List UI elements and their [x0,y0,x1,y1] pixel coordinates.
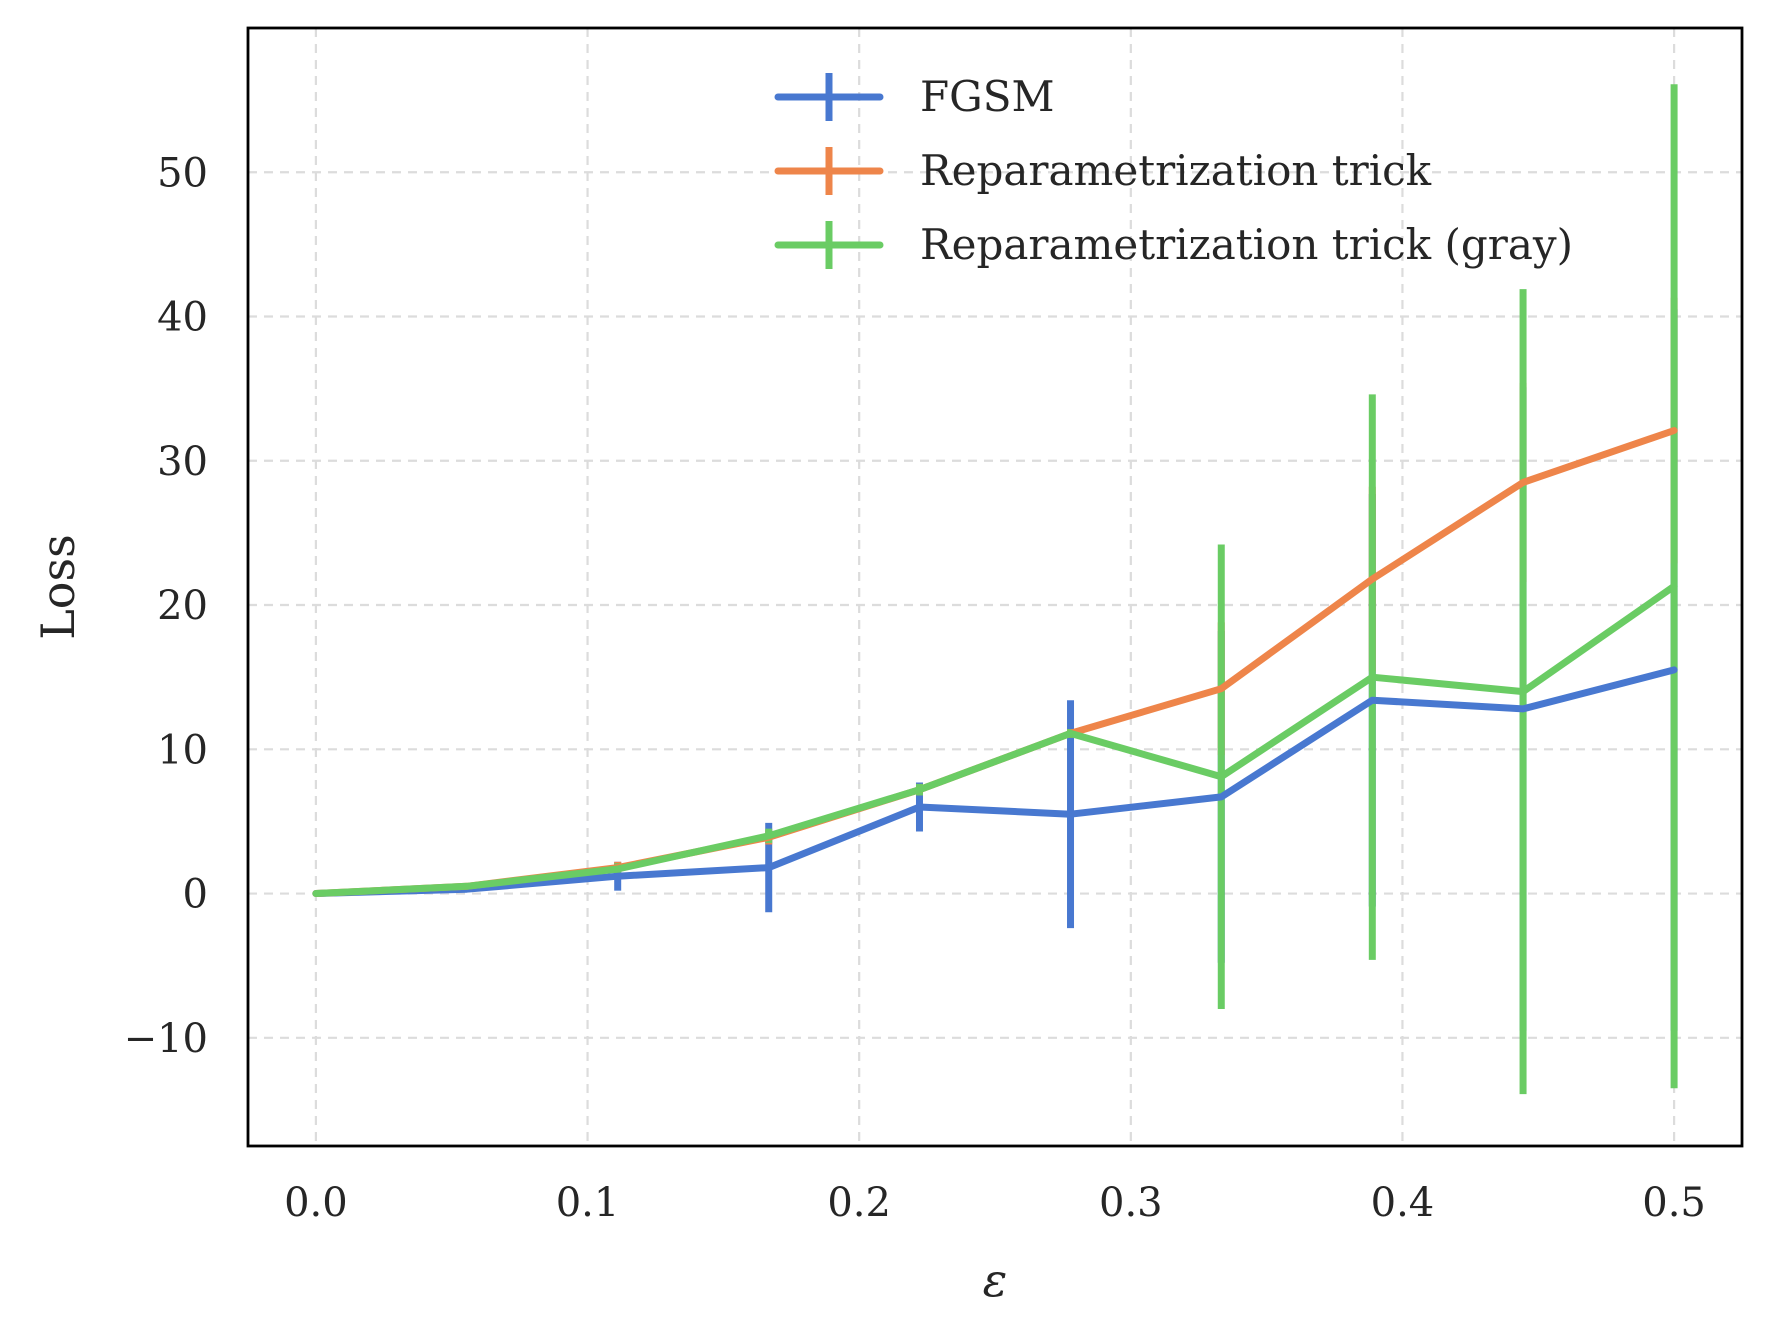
legend: FGSM Reparametrization trick Reparametri… [774,72,1573,269]
series-lines [312,427,1678,897]
legend-item-reparametrization-gray: Reparametrization trick (gray) [774,220,1573,269]
plot-frame [246,26,1744,1148]
fgsm-line [312,666,1678,897]
y-tick-label: 20 [157,583,208,629]
y-tick-labels: −10 0 10 20 30 40 50 [124,150,208,1062]
reparametrization-trick-gray-line [312,582,1678,897]
x-tick-label: 0.2 [827,1180,891,1226]
y-tick-label: −10 [124,1016,208,1062]
y-tick-label: 30 [157,439,208,485]
x-tick-labels: 0.0 0.1 0.2 0.3 0.4 0.5 [284,1180,1706,1226]
y-axis-title: Loss [31,534,85,639]
legend-item-fgsm: FGSM [774,72,1054,121]
x-axis-title: ε [983,1253,1008,1307]
y-tick-label: 40 [157,295,208,341]
y-tick-label: 50 [157,150,208,196]
x-tick-label: 0.0 [284,1180,348,1226]
x-tick-label: 0.5 [1642,1180,1706,1226]
legend-label-reparametrization-gray: Reparametrization trick (gray) [920,220,1573,269]
grid [248,28,1742,1146]
y-tick-label: 0 [183,872,208,918]
reparametrization-trick-line [312,427,1678,897]
legend-label-fgsm: FGSM [920,72,1054,121]
legend-label-reparametrization: Reparametrization trick [920,146,1432,195]
x-tick-label: 0.1 [556,1180,620,1226]
x-tick-label: 0.4 [1371,1180,1435,1226]
legend-item-reparametrization: Reparametrization trick [774,146,1432,195]
x-tick-label: 0.3 [1099,1180,1163,1226]
y-tick-label: 10 [157,727,208,773]
